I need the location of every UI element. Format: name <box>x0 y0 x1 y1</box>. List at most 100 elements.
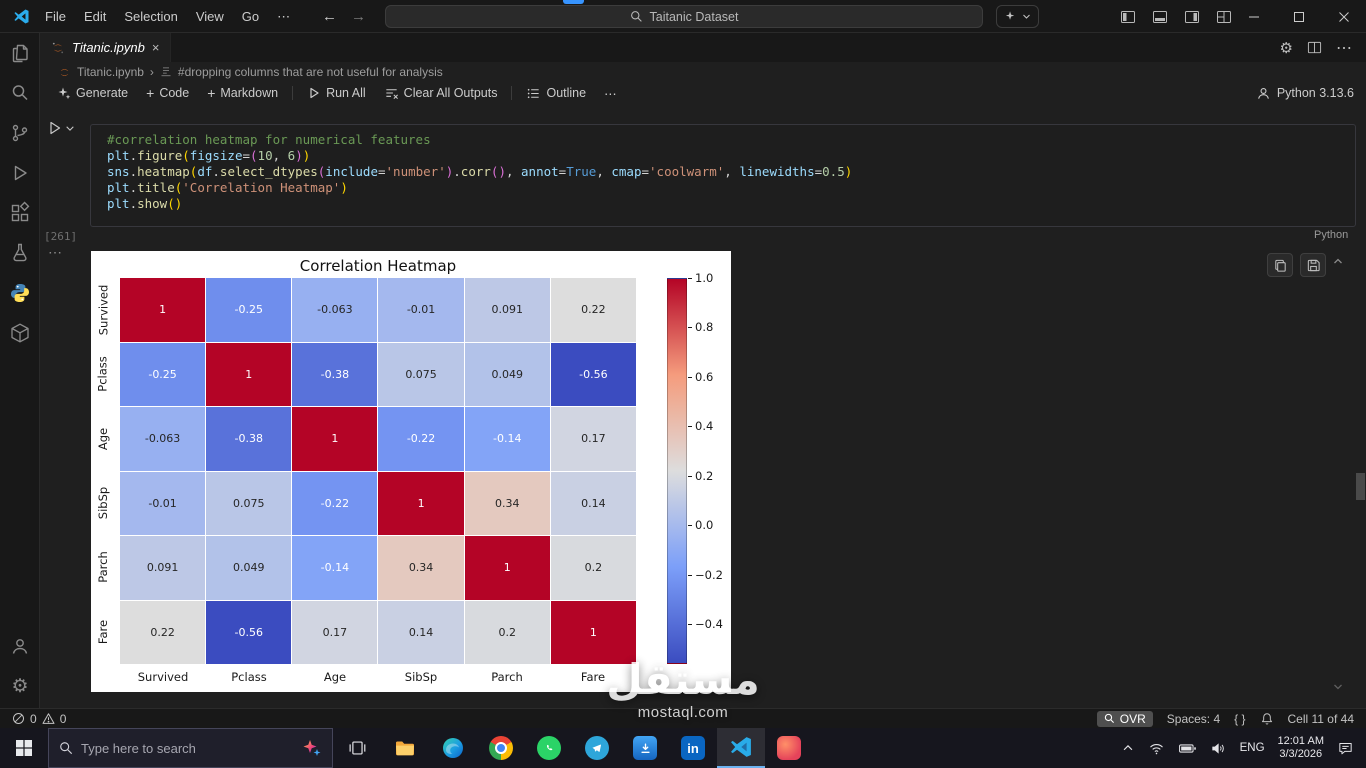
taskbar-whatsapp[interactable] <box>525 728 573 768</box>
edge-icon <box>443 738 463 758</box>
output-menu-icon[interactable]: ⋯ <box>48 244 63 260</box>
heatmap-cell: 0.17 <box>550 407 636 471</box>
tab-more-actions[interactable]: ⋯ <box>1336 39 1352 57</box>
network-icon[interactable] <box>1148 740 1165 757</box>
window-accent-indicator <box>563 0 584 4</box>
taskbar-chrome[interactable] <box>477 728 525 768</box>
layout-customize-icon[interactable] <box>1216 9 1232 25</box>
vscode-logo-icon <box>14 9 29 24</box>
problems-indicator[interactable]: 0 0 <box>0 712 66 726</box>
code-line: #correlation heatmap for numerical featu… <box>107 132 431 147</box>
run-cell-button[interactable] <box>46 120 75 136</box>
chart-title: Correlation Heatmap <box>299 257 457 275</box>
colorbar-tick <box>688 525 692 527</box>
toolbar-more-actions[interactable]: ⋯ <box>604 86 617 101</box>
clock[interactable]: 12:01 AM 3/3/2026 <box>1278 735 1324 761</box>
minimize-button[interactable] <box>1231 0 1276 33</box>
save-output-button[interactable] <box>1300 253 1326 277</box>
chevron-up-icon[interactable] <box>1332 255 1344 267</box>
taskbar-search-input[interactable]: Type here to search <box>48 728 333 768</box>
outline-button[interactable]: Outline <box>519 82 593 104</box>
hidden-icons-chevron[interactable] <box>1121 741 1135 755</box>
sparkle-icon <box>58 87 71 100</box>
menu-overflow[interactable]: ⋯ <box>277 8 291 24</box>
breadcrumb-section[interactable]: #dropping columns that are not useful fo… <box>177 65 443 79</box>
cell-language-picker[interactable]: Python <box>1314 229 1349 241</box>
clear-all-outputs-button[interactable]: Clear All Outputs <box>377 82 505 104</box>
breadcrumb-file[interactable]: Titanic.ipynb <box>77 65 144 79</box>
menu-go[interactable]: Go <box>241 9 260 24</box>
taskbar-telegram[interactable] <box>573 728 621 768</box>
heatmap-y-label: Pclass <box>96 356 111 393</box>
heatmap-x-label: Age <box>323 670 347 684</box>
settings-gear-icon[interactable]: ⚙ <box>11 675 29 697</box>
tab-titanic-ipynb[interactable]: Titanic.ipynb × <box>40 33 172 62</box>
plus-icon: + <box>207 85 216 101</box>
layout-panel-icon[interactable] <box>1152 9 1168 25</box>
add-markdown-cell-button[interactable]: + Markdown <box>207 85 279 101</box>
telegram-icon <box>585 736 609 760</box>
heatmap-cell: -0.56 <box>206 600 292 664</box>
menu-bar: File Edit Selection View Go ⋯ <box>36 0 299 33</box>
split-editor-icon[interactable] <box>1307 40 1322 55</box>
heatmap-y-label: Parch <box>96 551 110 584</box>
braces-indicator[interactable]: { } <box>1234 711 1246 726</box>
menu-edit[interactable]: Edit <box>83 9 107 24</box>
taskbar-vscode[interactable] <box>717 728 765 768</box>
copy-output-button[interactable] <box>1267 253 1293 277</box>
taskbar-file-explorer[interactable] <box>381 728 429 768</box>
add-code-cell-button[interactable]: + Code <box>146 85 190 101</box>
tab-close-icon[interactable]: × <box>151 40 160 55</box>
indent-indicator[interactable]: Spaces: 4 <box>1166 711 1221 726</box>
clear-all-icon <box>386 88 398 99</box>
back-button[interactable]: ← <box>322 8 337 25</box>
kernel-picker[interactable]: Python 3.13.6 <box>1256 82 1354 104</box>
start-button[interactable] <box>0 728 48 768</box>
account-icon[interactable] <box>0 626 40 666</box>
run-all-button[interactable]: Run All <box>300 82 373 104</box>
colorbar-tick-label: 0.0 <box>695 518 714 533</box>
command-center-search[interactable]: Taitanic Dataset <box>385 5 983 28</box>
chevron-down-icon[interactable] <box>1332 681 1344 693</box>
generate-button[interactable]: Generate <box>50 82 135 104</box>
copilot-menu-button[interactable] <box>996 5 1039 28</box>
layout-sidebar-left-icon[interactable] <box>1120 9 1136 25</box>
action-center-icon[interactable] <box>1337 740 1354 757</box>
forward-button[interactable]: → <box>351 8 366 25</box>
extensions-icon[interactable] <box>0 193 40 233</box>
testing-icon[interactable] <box>0 233 40 273</box>
search-sidebar-icon[interactable] <box>0 73 40 113</box>
taskbar-downloader[interactable] <box>621 728 669 768</box>
language-indicator[interactable]: ENG <box>1239 742 1265 754</box>
python-icon[interactable] <box>0 273 40 313</box>
volume-icon[interactable] <box>1210 740 1227 757</box>
task-view-button[interactable] <box>333 728 381 768</box>
layout-sidebar-right-icon[interactable] <box>1184 9 1200 25</box>
editor-scrollbar[interactable] <box>1356 473 1365 500</box>
run-debug-icon[interactable] <box>0 153 40 193</box>
containers-icon[interactable] <box>0 313 40 353</box>
cell-position-indicator[interactable]: Cell 11 of 44 <box>1287 711 1355 726</box>
notebook-settings-icon[interactable]: ⚙ <box>1279 39 1293 57</box>
explorer-icon[interactable] <box>0 33 40 73</box>
colorbar-tick-label: −0.4 <box>695 617 723 632</box>
maximize-button[interactable] <box>1276 0 1321 33</box>
code-cell[interactable]: #correlation heatmap for numerical featu… <box>90 124 1356 227</box>
taskbar-linkedin[interactable]: in <box>669 728 717 768</box>
menu-file[interactable]: File <box>45 9 66 24</box>
taskbar-design-app[interactable] <box>765 728 813 768</box>
battery-icon[interactable] <box>1178 741 1197 756</box>
menu-selection[interactable]: Selection <box>124 9 178 24</box>
taskbar-edge[interactable] <box>429 728 477 768</box>
notifications-bell-icon[interactable] <box>1260 712 1274 726</box>
warnings-icon <box>42 713 55 724</box>
heatmap-x-label: Pclass <box>231 670 267 684</box>
code-editor[interactable]: #correlation heatmap for numerical featu… <box>91 125 1355 212</box>
heatmap-cell: 0.091 <box>464 278 550 342</box>
heatmap-cell: -0.25 <box>206 278 292 342</box>
source-control-icon[interactable] <box>0 113 40 153</box>
close-button[interactable] <box>1321 0 1366 33</box>
menu-view[interactable]: View <box>195 9 224 24</box>
search-value: Taitanic Dataset <box>649 9 739 24</box>
overtype-indicator[interactable]: OVR <box>1096 710 1153 727</box>
